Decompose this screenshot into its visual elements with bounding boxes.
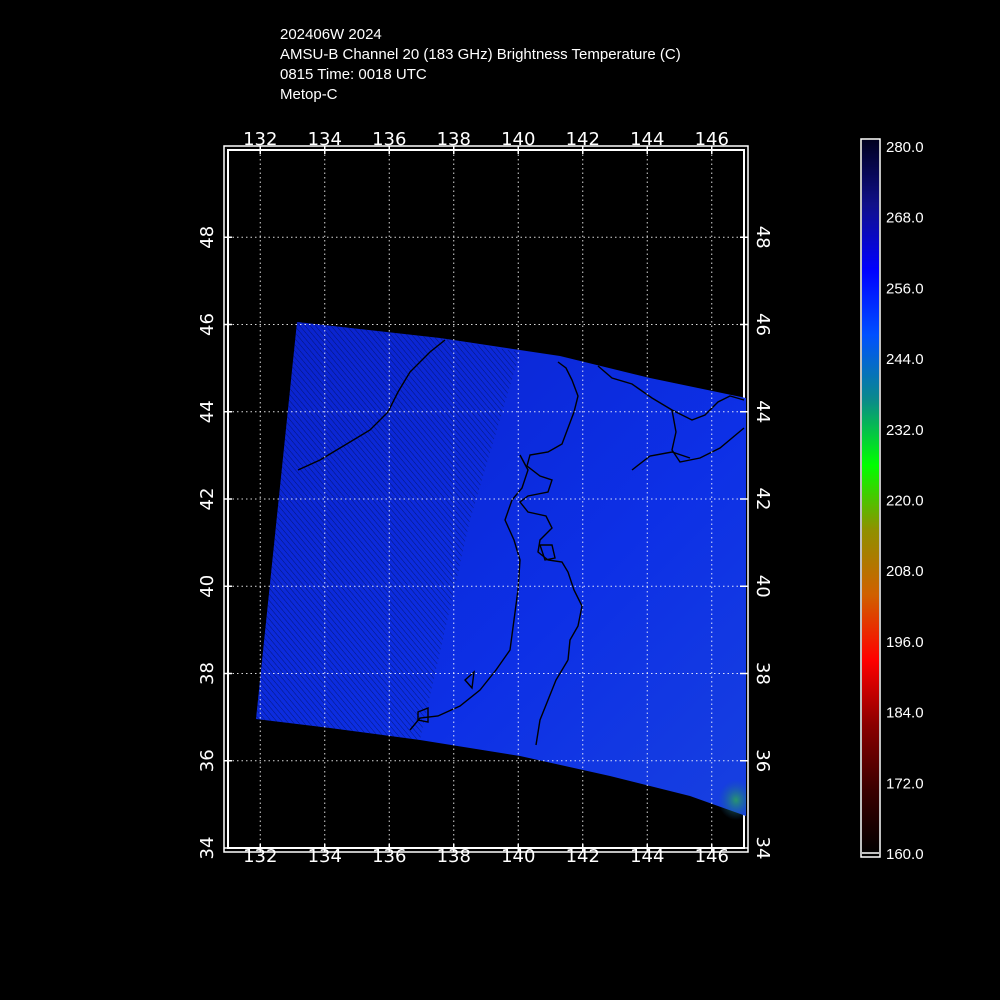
title-block: 202406W 2024 AMSU-B Channel 20 (183 GHz)…: [280, 25, 681, 105]
lon-label-bottom: 134: [308, 846, 342, 867]
title-line-2: AMSU-B Channel 20 (183 GHz) Brightness T…: [280, 46, 681, 63]
lon-label-top: 132: [243, 129, 277, 150]
colorbar-label: 220.0: [886, 493, 924, 510]
swath-scanline-texture: [256, 322, 520, 740]
lon-label-bottom: 146: [695, 846, 729, 867]
lat-label-right: 38: [752, 662, 773, 685]
lon-label-top: 146: [695, 129, 729, 150]
lat-label-left: 46: [197, 313, 218, 336]
lon-label-top: 134: [308, 129, 342, 150]
lat-label-left: 40: [197, 575, 218, 598]
colorbar-label: 208.0: [886, 563, 924, 580]
title-line-4: Metop-C: [280, 86, 338, 103]
title-line-1: 202406W 2024: [280, 26, 382, 43]
graticule: [228, 150, 744, 848]
lon-label-bottom: 140: [501, 846, 535, 867]
lat-label-right: 48: [752, 226, 773, 249]
lat-label-right: 44: [752, 400, 773, 423]
lat-label-right: 40: [752, 575, 773, 598]
colorbar-label: 256.0: [886, 280, 924, 297]
lon-label-top: 140: [501, 129, 535, 150]
warm-spot: [718, 780, 746, 820]
lon-label-bottom: 138: [437, 846, 471, 867]
lat-label-left: 38: [197, 662, 218, 685]
satellite-swath: [256, 322, 746, 820]
lon-label-top: 142: [566, 129, 600, 150]
lon-label-bottom: 132: [243, 846, 277, 867]
coastlines: [297, 339, 745, 746]
colorbar-label: 232.0: [886, 422, 924, 439]
colorbar-label: 196.0: [886, 634, 924, 651]
colorbar-label: 268.0: [886, 210, 924, 227]
colorbar-label: 244.0: [886, 351, 924, 368]
lat-label-left: 34: [197, 837, 218, 860]
title-line-3: 0815 Time: 0018 UTC: [280, 66, 427, 83]
lon-label-bottom: 142: [566, 846, 600, 867]
lon-label-bottom: 136: [372, 846, 406, 867]
lat-label-right: 36: [752, 749, 773, 772]
lat-label-right: 34: [752, 837, 773, 860]
colorbar-label: 160.0: [886, 846, 924, 863]
lat-label-left: 48: [197, 226, 218, 249]
colorbar-label: 280.0: [886, 139, 924, 156]
lon-label-bottom: 144: [630, 846, 664, 867]
colorbar-gradient: [862, 140, 879, 855]
lat-label-left: 42: [197, 488, 218, 511]
lon-label-top: 136: [372, 129, 406, 150]
axis-ticks: 132 132 134 134 136 136 138 138 140 140 142 142 144 1…: [197, 129, 773, 867]
lat-label-left: 36: [197, 749, 218, 772]
lon-label-top: 144: [630, 129, 664, 150]
lat-label-right: 42: [752, 488, 773, 511]
colorbar-label: 172.0: [886, 775, 924, 792]
lon-label-top: 138: [437, 129, 471, 150]
colorbar: 280.0 268.0 256.0 244.0 232.0 220.0 208.0 196.0…: [860, 138, 924, 863]
lat-label-right: 46: [752, 313, 773, 336]
lat-label-left: 44: [197, 400, 218, 423]
colorbar-label: 184.0: [886, 705, 924, 722]
